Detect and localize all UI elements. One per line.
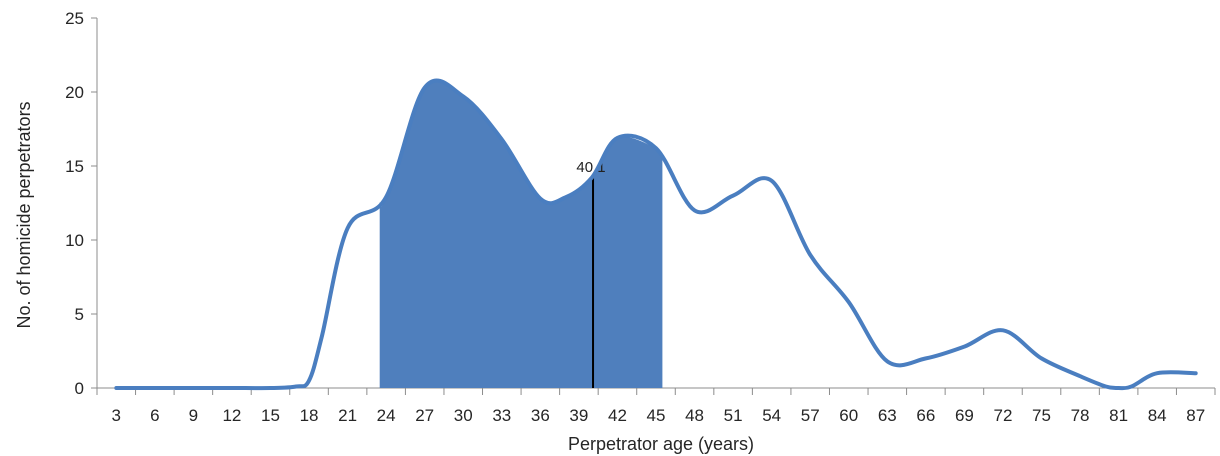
data-point (1040, 356, 1044, 360)
data-point (320, 334, 324, 338)
data-point (346, 226, 350, 230)
y-tick-label: 0 (75, 379, 84, 398)
x-tick-label: 12 (222, 406, 241, 425)
data-point (590, 176, 594, 180)
data-point (1155, 371, 1159, 375)
data-point (885, 359, 889, 363)
x-tick-label: 21 (338, 406, 357, 425)
data-point (114, 386, 118, 390)
data-point (384, 195, 388, 199)
data-point (269, 386, 273, 390)
series-line (114, 78, 1198, 391)
data-point (294, 385, 298, 389)
x-tick-label: 75 (1032, 406, 1051, 425)
x-tick-label: 72 (994, 406, 1013, 425)
data-point (1104, 385, 1108, 389)
x-tick-label: 69 (955, 406, 974, 425)
x-tick-label: 48 (685, 406, 704, 425)
x-axis-title: Perpetrator age (years) (568, 434, 754, 454)
y-tick-label: 10 (65, 231, 84, 250)
x-tick-label: 18 (300, 406, 319, 425)
data-point (693, 208, 697, 212)
x-tick-label: 15 (261, 406, 280, 425)
x-tick-label: 27 (415, 406, 434, 425)
x-tick-label: 66 (916, 406, 935, 425)
data-point (1194, 371, 1198, 375)
data-point (962, 345, 966, 349)
data-point (924, 356, 928, 360)
data-point (500, 137, 504, 141)
data-point (1117, 386, 1121, 390)
data-point (1130, 385, 1134, 389)
x-tick-label: 84 (1148, 406, 1167, 425)
data-point (1078, 374, 1082, 378)
x-tick-label: 57 (801, 406, 820, 425)
data-point (654, 146, 658, 150)
y-tick-label: 25 (65, 9, 84, 28)
x-tick-label: 39 (569, 406, 588, 425)
data-point (538, 197, 542, 201)
x-tick-label: 63 (878, 406, 897, 425)
x-tick-label: 3 (112, 406, 121, 425)
data-point (423, 86, 427, 90)
data-point (461, 94, 465, 98)
y-tick-label: 15 (65, 157, 84, 176)
x-tick-label: 30 (454, 406, 473, 425)
data-point (770, 179, 774, 183)
x-tick-label: 36 (531, 406, 550, 425)
data-point (1001, 328, 1005, 332)
data-point (191, 386, 195, 390)
x-tick-label: 42 (608, 406, 627, 425)
shaded-area-interquartile (379, 80, 663, 388)
data-point (564, 195, 568, 199)
y-tick-label: 20 (65, 83, 84, 102)
data-point (808, 253, 812, 257)
data-point (230, 386, 234, 390)
x-tick-label: 6 (150, 406, 159, 425)
x-axis: 3 6 9 12 15 18 21 24 27 30 33 36 39 42 45 48 51 54 57 60 63 6… (96, 387, 1216, 425)
data-point (153, 386, 157, 390)
x-tick-label: 51 (724, 406, 743, 425)
x-tick-label: 78 (1071, 406, 1090, 425)
y-tick-label: 5 (75, 305, 84, 324)
x-tick-label: 24 (377, 406, 396, 425)
data-point (731, 194, 735, 198)
x-tick-label: 87 (1186, 406, 1205, 425)
x-tick-label: 33 (492, 406, 511, 425)
x-tick-label: 54 (762, 406, 781, 425)
y-axis: 0 5 10 15 20 25 (65, 9, 98, 398)
x-tick-label: 81 (1109, 406, 1128, 425)
x-tick-label: 60 (839, 406, 858, 425)
x-tick-label: 9 (189, 406, 198, 425)
data-point (847, 300, 851, 304)
data-point (307, 379, 311, 383)
y-axis-title: No. of homicide perpetrators (14, 101, 34, 328)
x-tick-label: 45 (647, 406, 666, 425)
data-point (615, 136, 619, 140)
